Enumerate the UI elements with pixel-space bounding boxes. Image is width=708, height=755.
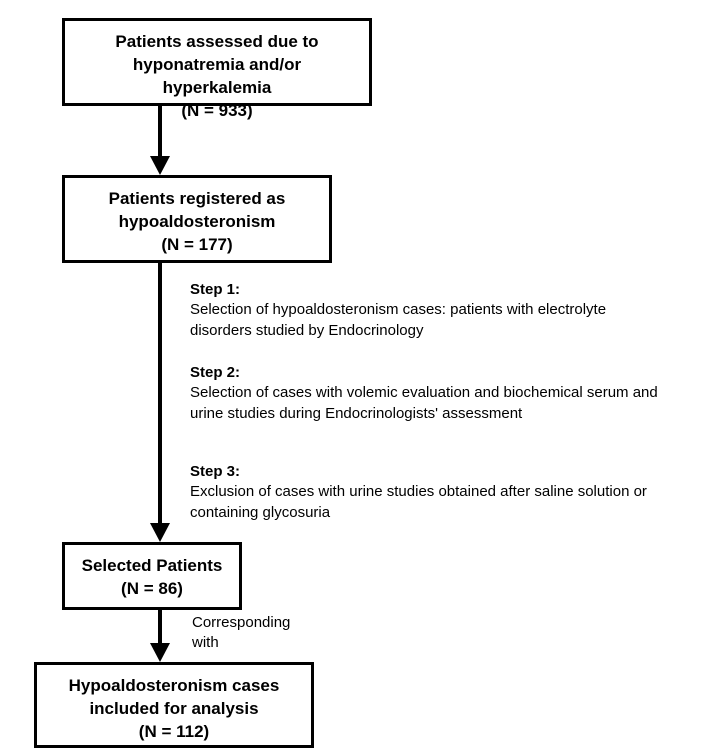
step-3-desc: Exclusion of cases with urine studies ob…: [190, 482, 670, 523]
step-1-label: Step 1:: [190, 280, 650, 300]
box-included-count: (N = 112): [51, 721, 297, 744]
arrow-selected-to-included: [150, 610, 170, 662]
step-2-label: Step 2:: [190, 363, 680, 383]
step-3-label: Step 3:: [190, 462, 670, 482]
arrow-registered-to-selected: [150, 263, 170, 542]
step-1: Step 1: Selection of hypoaldosteronism c…: [190, 280, 650, 341]
step-2: Step 2: Selection of cases with volemic …: [190, 363, 680, 424]
arrow-assessed-to-registered: [150, 106, 170, 175]
annotation-corresponding-line1: Corresponding: [192, 614, 290, 631]
box-registered: Patients registered as hypoaldosteronism…: [62, 175, 332, 263]
box-included: Hypoaldosteronism cases included for ana…: [34, 662, 314, 748]
box-registered-title: Patients registered as hypoaldosteronism: [79, 188, 315, 234]
box-selected-title: Selected Patients: [79, 555, 225, 578]
box-included-title: Hypoaldosteronism cases included for ana…: [51, 675, 297, 721]
step-2-desc: Selection of cases with volemic evaluati…: [190, 383, 680, 424]
patient-selection-flowchart: Patients assessed due to hyponatremia an…: [0, 0, 708, 755]
box-registered-count: (N = 177): [79, 234, 315, 257]
box-selected-count: (N = 86): [79, 578, 225, 601]
step-1-desc: Selection of hypoaldosteronism cases: pa…: [190, 300, 650, 341]
step-3: Step 3: Exclusion of cases with urine st…: [190, 462, 670, 523]
box-assessed: Patients assessed due to hyponatremia an…: [62, 18, 372, 106]
box-assessed-title: Patients assessed due to hyponatremia an…: [79, 31, 355, 100]
annotation-corresponding-line2: with: [192, 634, 219, 651]
box-selected: Selected Patients (N = 86): [62, 542, 242, 610]
box-assessed-count: (N = 933): [79, 100, 355, 123]
annotation-corresponding: Corresponding with: [192, 613, 290, 652]
